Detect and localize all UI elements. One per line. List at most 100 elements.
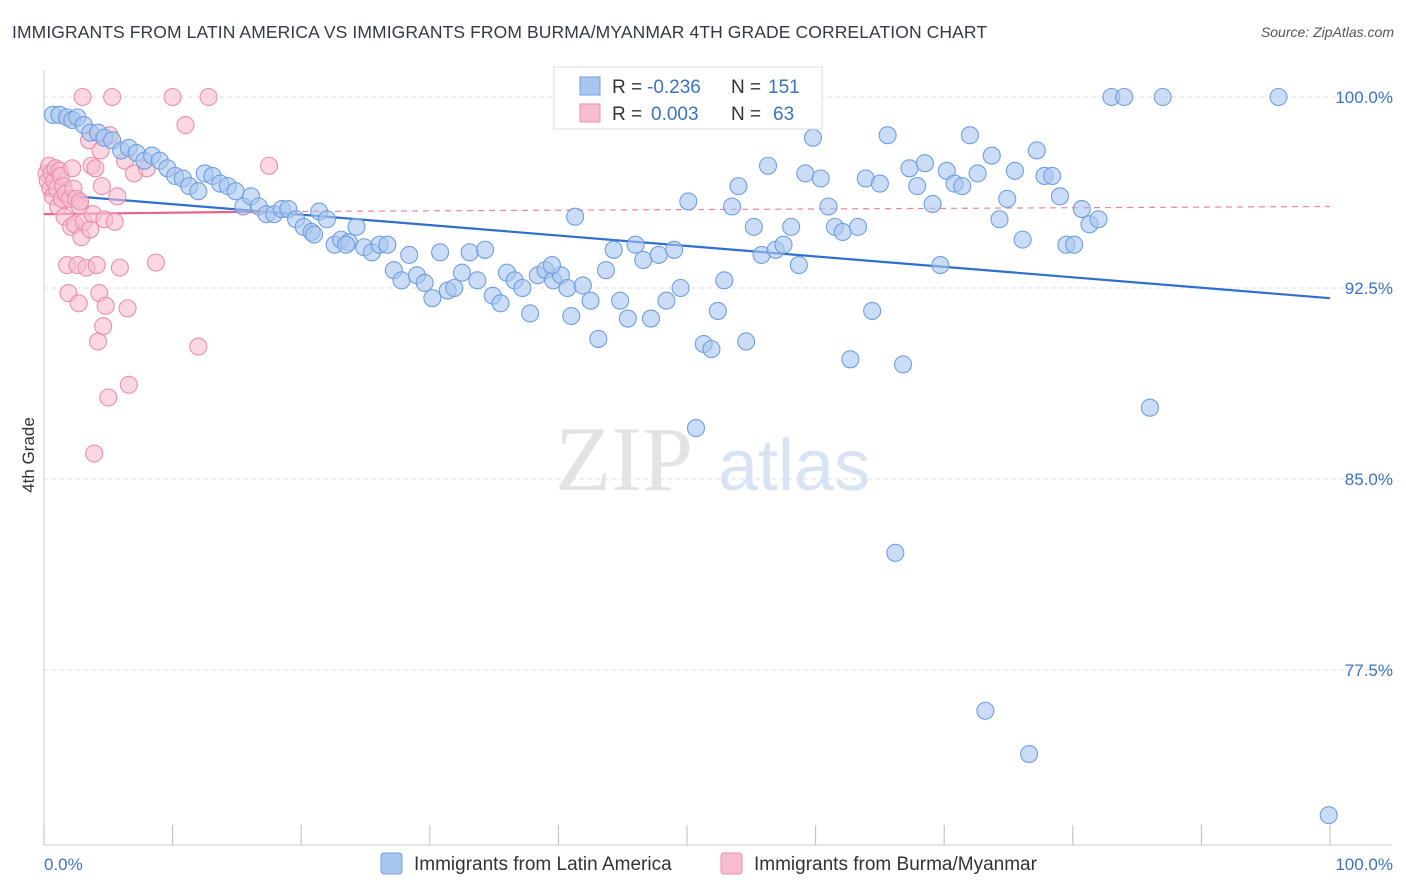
latin-america-point-55 [452, 263, 472, 282]
y-tick-labels: 100.0% 92.5% 85.0% 77.5% [1335, 88, 1393, 680]
burma-point-35 [85, 444, 104, 463]
latin-america-point-57 [468, 271, 487, 290]
y-tick-label-2: 85.0% [1345, 470, 1393, 489]
x-tick-label-1: 100.0% [1335, 855, 1393, 874]
series-legend: Immigrants from Latin America Immigrants… [380, 852, 1038, 875]
y-tick-label-0: 100.0% [1335, 88, 1393, 107]
burma-point-52 [119, 375, 138, 394]
latin-america-point-88 [702, 340, 721, 359]
burma-point-55 [146, 253, 165, 272]
latin-america-point-128 [998, 189, 1017, 208]
latin-america-point-102 [803, 128, 823, 147]
latin-america-point-92 [729, 177, 748, 196]
latin-america-point-48 [400, 245, 419, 264]
legend-n-value-1: 151 [768, 77, 800, 98]
latin-america-point-114 [893, 355, 913, 374]
latin-america-point-86 [686, 419, 706, 438]
burma-point-48 [108, 187, 127, 206]
latin-america-point-99 [782, 217, 801, 236]
latin-america-point-75 [604, 240, 623, 259]
latin-america-point-124 [968, 164, 987, 183]
latin-america-point-110 [863, 301, 882, 320]
latin-america-point-132 [1027, 141, 1046, 160]
latin-america-point-101 [796, 164, 815, 183]
burma-point-44 [99, 388, 118, 407]
x-tick-labels: 0.0% 100.0% [44, 855, 1393, 874]
latin-america-point-108 [848, 217, 868, 236]
legend-r-value-1: -0.236 [647, 77, 701, 98]
burma-point-60 [259, 156, 279, 175]
latin-america-point-25 [226, 182, 245, 201]
legend-r-label-2: R = [612, 104, 642, 125]
axes [43, 70, 1392, 846]
latin-america-point-138 [1072, 200, 1091, 219]
latin-america-point-72 [581, 291, 600, 310]
source-label: Source: ZipAtlas.com [1260, 24, 1394, 40]
latin-america-point-20 [189, 182, 208, 201]
latin-america-point-89 [708, 301, 727, 320]
data-points [37, 87, 1338, 825]
burma-point-32 [81, 220, 100, 239]
burma-point-47 [105, 212, 124, 231]
latin-america-point-58 [476, 240, 495, 259]
latin-america-point-73 [589, 329, 608, 348]
y-axis-title: 4th Grade [19, 417, 38, 493]
latin-america-point-85 [679, 192, 698, 211]
latin-america-point-74 [596, 261, 616, 280]
latin-america-point-83 [665, 240, 684, 259]
latin-america-point-37 [317, 210, 336, 229]
latin-america-point-79 [634, 250, 653, 270]
legend-n-value-2: 63 [773, 104, 794, 125]
burma-point-51 [118, 299, 137, 318]
latin-america-point-143 [1140, 398, 1160, 417]
latin-america-point-145 [1269, 87, 1288, 107]
latin-america-point-91 [722, 197, 742, 216]
latin-america-point-106 [833, 222, 852, 242]
latin-america-point-140 [1089, 210, 1108, 229]
latin-america-point-64 [521, 304, 540, 323]
y-tick-label-3: 77.5% [1345, 661, 1393, 680]
latin-america-point-50 [415, 273, 434, 292]
burma-point-46 [103, 87, 122, 107]
bottom-legend-swatch-blue [380, 852, 403, 875]
latin-america-point-71 [573, 276, 592, 295]
latin-america-point-150 [337, 235, 356, 254]
burma-point-20 [63, 159, 82, 178]
latin-america-point-76 [611, 291, 630, 310]
burma-point-38 [88, 332, 108, 351]
latin-america-point-112 [878, 126, 897, 145]
latin-america-point-149 [305, 225, 324, 244]
latin-america-point-123 [960, 126, 979, 145]
legend-swatch-blue [579, 76, 601, 96]
latin-america-point-98 [774, 235, 793, 254]
latin-america-point-56 [460, 243, 479, 262]
legend-n-label-1: N = [731, 77, 761, 98]
latin-america-point-125 [976, 701, 995, 720]
latin-america-point-113 [886, 543, 905, 562]
latin-america-point-107 [841, 350, 860, 369]
latin-america-point-96 [758, 156, 778, 175]
burma-point-43 [96, 296, 115, 315]
latin-america-point-130 [1013, 230, 1032, 249]
bottom-legend-swatch-pink [720, 852, 743, 875]
chart-title: IMMIGRANTS FROM LATIN AMERICA VS IMMIGRA… [12, 22, 988, 42]
burma-point-28 [73, 87, 92, 107]
latin-america-point-131 [1020, 744, 1039, 764]
latin-america-point-78 [626, 235, 645, 254]
latin-america-point-45 [378, 235, 397, 254]
burma-point-36 [86, 159, 105, 178]
latin-america-point-135 [1050, 187, 1069, 206]
latin-america-point-94 [744, 217, 763, 236]
legend-r-value-2: 0.003 [651, 104, 699, 125]
y-tick-label-1: 92.5% [1345, 279, 1393, 298]
bottom-legend-label-2: Immigrants from Burma/Myanmar [754, 854, 1038, 875]
latin-america-point-54 [445, 278, 464, 298]
burma-point-59 [199, 87, 218, 107]
burma-point-58 [189, 337, 208, 356]
latin-america-point-147 [562, 306, 581, 326]
latin-america-point-111 [870, 174, 889, 193]
x-tick-label-0: 0.0% [44, 855, 83, 874]
burma-point-41 [94, 317, 113, 336]
latin-america-point-47 [392, 271, 411, 290]
